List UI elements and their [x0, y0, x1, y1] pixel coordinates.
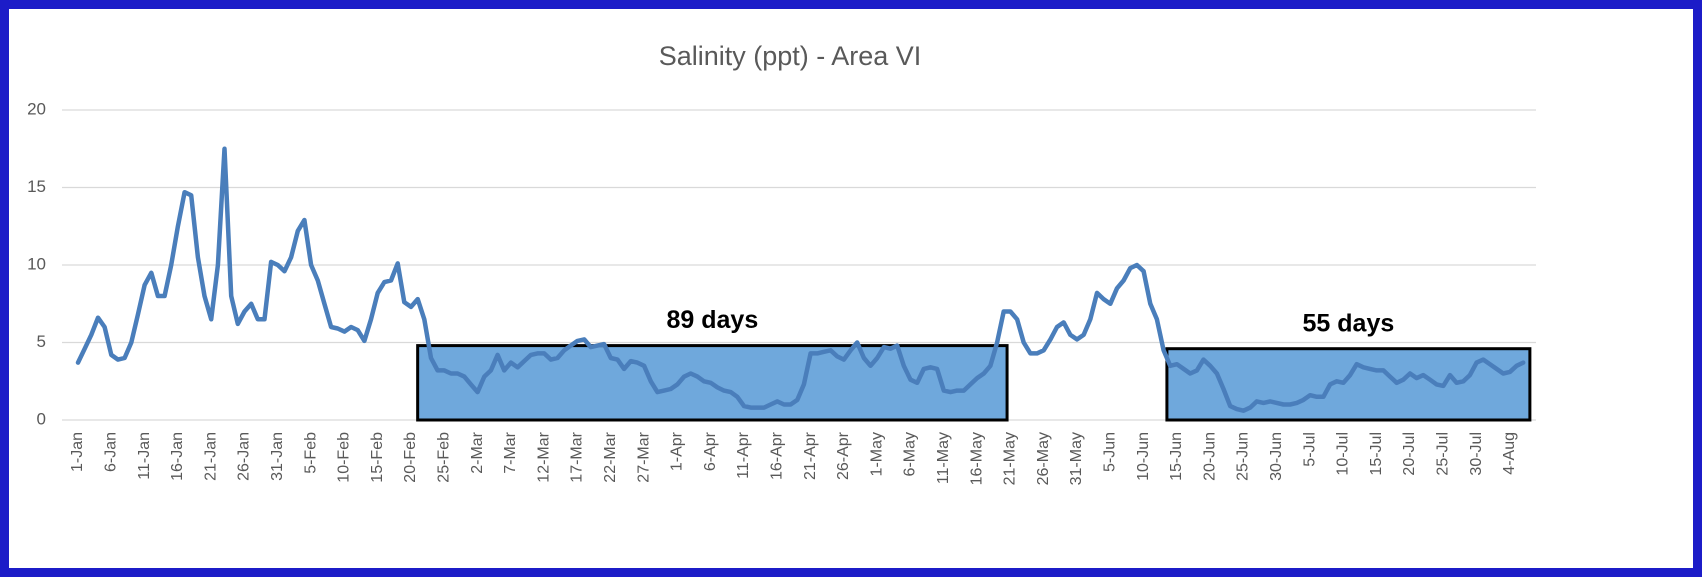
x-tick-label: 21-Jan [202, 432, 219, 481]
x-tick-label: 25-Feb [436, 432, 453, 483]
x-tick-label: 31-Jan [269, 432, 286, 481]
x-tick-label: 15-Jun [1168, 432, 1185, 481]
y-tick-label: 10 [27, 254, 46, 273]
y-tick-label: 15 [27, 177, 46, 196]
x-tick-label: 2-Mar [469, 431, 486, 473]
x-tick-label: 6-Jan [103, 432, 120, 472]
x-tick-label: 4-Aug [1501, 432, 1518, 475]
x-tick-label: 16-Jan [169, 432, 186, 481]
line [75, 146, 1526, 413]
x-tick-label: 26-May [1035, 432, 1052, 485]
x-tick-label: 12-Mar [535, 431, 552, 482]
x-tick-label: 27-Mar [635, 431, 652, 482]
chart-title: Salinity (ppt) - Area VI [659, 41, 922, 71]
annotation-label: 89 days [666, 306, 758, 334]
y-tick-label: 5 [37, 332, 46, 351]
x-tick-label: 7-Mar [502, 431, 519, 473]
x-tick-label: 20-Feb [402, 432, 419, 483]
x-tick-label: 11-Jan [136, 432, 153, 480]
x-tick-label: 16-May [968, 432, 985, 485]
x-tick-label: 6-Apr [702, 431, 719, 471]
x-tick-label: 26-Apr [835, 431, 852, 480]
x-tick-label: 5-Jul [1301, 432, 1318, 467]
x-tick-label: 22-Mar [602, 431, 619, 482]
x-tick-label: 1-Apr [669, 431, 686, 471]
x-tick-label: 21-May [1002, 432, 1019, 485]
annotation-box [1165, 347, 1532, 422]
x-tick-label: 16-Apr [769, 431, 786, 480]
x-tick-label: 15-Feb [369, 432, 386, 483]
x-tick-label: 11-Apr [735, 431, 752, 479]
x-tick-label: 10-Feb [336, 432, 353, 483]
x-tick-label: 31-May [1068, 432, 1085, 485]
x-tick-label: 15-Jul [1368, 432, 1385, 476]
x-tick-label: 10-Jul [1335, 432, 1352, 476]
annotation-label: 55 days [1303, 309, 1395, 337]
y-tick-label: 20 [27, 99, 46, 118]
x-tick-label: 30-Jun [1268, 432, 1285, 481]
x-tick-label: 25-Jul [1435, 432, 1452, 476]
x-tick-label: 20-Jun [1201, 432, 1218, 481]
x-tick-label: 5-Feb [302, 432, 319, 474]
x-tick-label: 1-Jan [69, 432, 86, 472]
x-tick-label: 26-Jan [236, 432, 253, 481]
x-tick-label: 17-Mar [569, 431, 586, 482]
x-tick-label: 6-May [902, 432, 919, 476]
x-tick-label: 25-Jun [1235, 432, 1252, 481]
x-tick-label: 11-May [935, 432, 952, 484]
x-tick-label: 1-May [868, 432, 885, 476]
x-tick-label: 5-Jun [1102, 432, 1119, 472]
x-tick-label: 10-Jun [1135, 432, 1152, 481]
background [9, 9, 1693, 568]
x-tick-label: 30-Jul [1468, 432, 1485, 476]
x-tick-label: 20-Jul [1401, 432, 1418, 476]
x-tick-label: 21-Apr [802, 431, 819, 480]
y-tick-label: 0 [37, 409, 46, 428]
